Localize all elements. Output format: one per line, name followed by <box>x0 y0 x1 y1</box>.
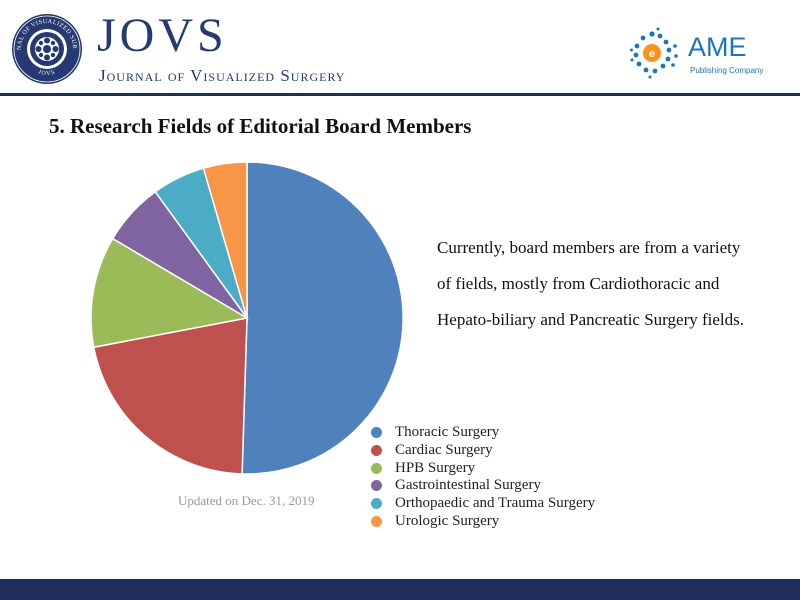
description-line-1: Currently, board members are from a vari… <box>437 238 741 257</box>
description-line-2: of fields, mostly from Cardiothoracic an… <box>437 274 720 293</box>
section-title: 5. Research Fields of Editorial Board Me… <box>49 114 472 138</box>
description-line-3: Hepato-biliary and Pancreatic Surgery fi… <box>437 310 744 329</box>
legend-marker-0 <box>371 427 382 438</box>
legend-label-5: Urologic Surgery <box>395 512 500 529</box>
pie-slice-1 <box>92 317 248 475</box>
journal-seal-icon: JOURNAL OF VISUALIZED SURGERY JOVS <box>11 13 82 84</box>
pie-slice-2 <box>90 237 250 349</box>
legend-item-0: Thoracic Surgery <box>371 424 651 442</box>
publisher-name: AME <box>688 32 747 62</box>
publisher-logo: e AME Publishing Company <box>630 26 770 80</box>
publisher-subtitle: Publishing Company <box>690 66 764 75</box>
ame-dots-logo-icon: e <box>630 27 678 79</box>
chart-legend: Thoracic Surgery Cardiac Surgery HPB Surge… <box>371 424 651 531</box>
svg-text:e: e <box>649 48 655 60</box>
legend-label-1: Cardiac Surgery <box>395 441 493 458</box>
journal-title: JOVS <box>97 9 228 62</box>
legend-label-4: Orthopaedic and Trauma Surgery <box>395 495 596 512</box>
pie-slice-5 <box>202 161 248 319</box>
description: Currently, board members are from a vari… <box>437 230 797 338</box>
footer-bar <box>0 579 800 600</box>
legend-label-2: HPB Surgery <box>395 459 476 476</box>
updated-note: Updated on Dec. 31, 2019 <box>178 493 315 508</box>
header-divider <box>0 93 800 96</box>
legend-marker-5 <box>371 515 382 527</box>
legend-marker-1 <box>371 444 382 456</box>
pie-slice-0 <box>241 161 404 475</box>
legend-label-0: Thoracic Surgery <box>395 424 500 440</box>
legend-item-3: Gastrointestinal Surgery <box>371 477 651 495</box>
legend-item-2: HPB Surgery <box>371 460 651 478</box>
legend-marker-2 <box>371 462 382 474</box>
header: JOURNAL OF VISUALIZED SURGERY JOVS JOVS … <box>0 0 800 96</box>
legend-marker-3 <box>371 480 382 492</box>
legend-marker-4 <box>371 498 382 510</box>
legend-item-1: Cardiac Surgery <box>371 442 651 460</box>
legend-label-3: Gastrointestinal Surgery <box>395 477 541 494</box>
svg-text:JOVS: JOVS <box>37 69 56 77</box>
journal-subtitle: Journal of Visualized Surgery <box>99 66 346 85</box>
legend-item-5: Urologic Surgery <box>371 513 651 531</box>
legend-item-4: Orthopaedic and Trauma Surgery <box>371 495 651 513</box>
